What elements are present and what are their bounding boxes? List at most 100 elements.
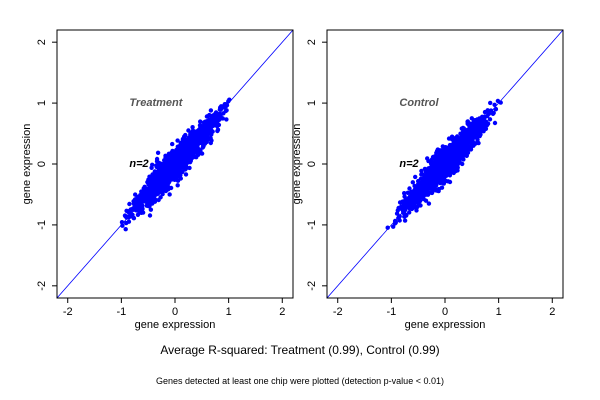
data-point-outlier [410, 180, 416, 185]
group-label: Control [399, 97, 439, 109]
data-point [158, 172, 164, 177]
data-point [204, 114, 210, 119]
data-point [477, 119, 482, 124]
data-point [458, 156, 463, 161]
data-point [418, 203, 423, 208]
data-point [157, 183, 162, 188]
data-point [215, 128, 220, 134]
data-point [402, 191, 407, 196]
data-point [149, 189, 154, 195]
data-point [435, 168, 440, 173]
y-tick-label: -2 [36, 281, 48, 291]
data-point [463, 144, 468, 150]
data-point [156, 177, 161, 182]
data-point [405, 190, 410, 195]
data-point [170, 157, 175, 163]
data-point [443, 172, 448, 177]
data-point [127, 209, 133, 214]
data-point-outlier [196, 140, 202, 145]
data-point [165, 187, 170, 192]
data-point [131, 207, 137, 212]
data-point [391, 224, 396, 229]
data-point [180, 139, 185, 144]
data-point [127, 201, 132, 207]
group-label: Treatment [129, 97, 183, 109]
data-point-outlier [434, 158, 440, 164]
data-point [488, 108, 494, 113]
data-point [422, 190, 428, 195]
data-point [424, 181, 429, 186]
n-label: n=2 [399, 158, 418, 170]
data-point [176, 163, 182, 169]
data-point [197, 131, 202, 136]
data-point [204, 137, 210, 143]
data-point [413, 174, 418, 180]
data-point [190, 125, 195, 130]
data-point [162, 158, 167, 164]
data-point [156, 197, 161, 203]
data-point [191, 149, 197, 155]
data-point [131, 215, 136, 220]
data-point [219, 104, 224, 109]
data-point [402, 211, 407, 217]
data-point [223, 108, 228, 114]
data-point [176, 158, 181, 163]
y-tick-label: 0 [306, 161, 318, 167]
data-point [160, 188, 166, 193]
data-point [170, 141, 175, 147]
data-point [133, 197, 138, 202]
data-point [442, 148, 447, 153]
data-point [174, 174, 180, 179]
data-point [174, 154, 179, 159]
data-point [467, 133, 472, 139]
data-point [120, 223, 125, 228]
data-point [432, 165, 438, 170]
data-point [452, 149, 457, 154]
data-point [492, 120, 498, 126]
scatter-panel-treatment: -2 -1 0 1 2 -2 -1 0 1 2 gene expression gene expres… [21, 29, 294, 331]
data-point [465, 121, 470, 126]
x-tick-label: -1 [116, 306, 126, 318]
data-point [217, 117, 222, 122]
y-tick-label: 2 [306, 39, 318, 45]
y-tick-label: 1 [306, 100, 318, 106]
x-axis-label: gene expression [405, 319, 486, 331]
data-point [177, 169, 182, 174]
data-point [469, 128, 474, 134]
data-point [152, 178, 157, 183]
y-tick-label: -1 [306, 220, 318, 230]
data-point [454, 157, 459, 162]
data-point [414, 208, 419, 213]
x-tick-label: 2 [549, 306, 555, 318]
data-point [455, 165, 460, 170]
caption-r-squared: Average R-squared: Treatment (0.99), Con… [160, 343, 440, 357]
data-point [402, 194, 407, 199]
data-point [170, 175, 175, 180]
data-point [192, 138, 198, 144]
data-point [449, 161, 455, 166]
data-point [446, 136, 452, 141]
data-point [416, 187, 421, 193]
data-point-outlier [148, 207, 154, 212]
data-point [403, 207, 408, 212]
data-point [404, 203, 410, 208]
data-point [397, 214, 402, 219]
data-point [407, 210, 412, 215]
data-point [430, 168, 435, 173]
data-point [423, 198, 429, 203]
data-point [220, 116, 225, 121]
data-point [424, 176, 429, 181]
data-point [205, 123, 210, 128]
x-tick-label: 1 [226, 306, 232, 318]
data-point [186, 143, 192, 149]
data-point [189, 131, 194, 137]
data-point [139, 195, 144, 200]
data-point [125, 214, 131, 219]
data-point [459, 139, 464, 144]
data-point [185, 150, 190, 155]
data-point [402, 218, 408, 223]
data-point [196, 152, 201, 157]
data-point [406, 198, 411, 203]
data-point [397, 218, 402, 223]
x-tick-label: 2 [279, 306, 285, 318]
